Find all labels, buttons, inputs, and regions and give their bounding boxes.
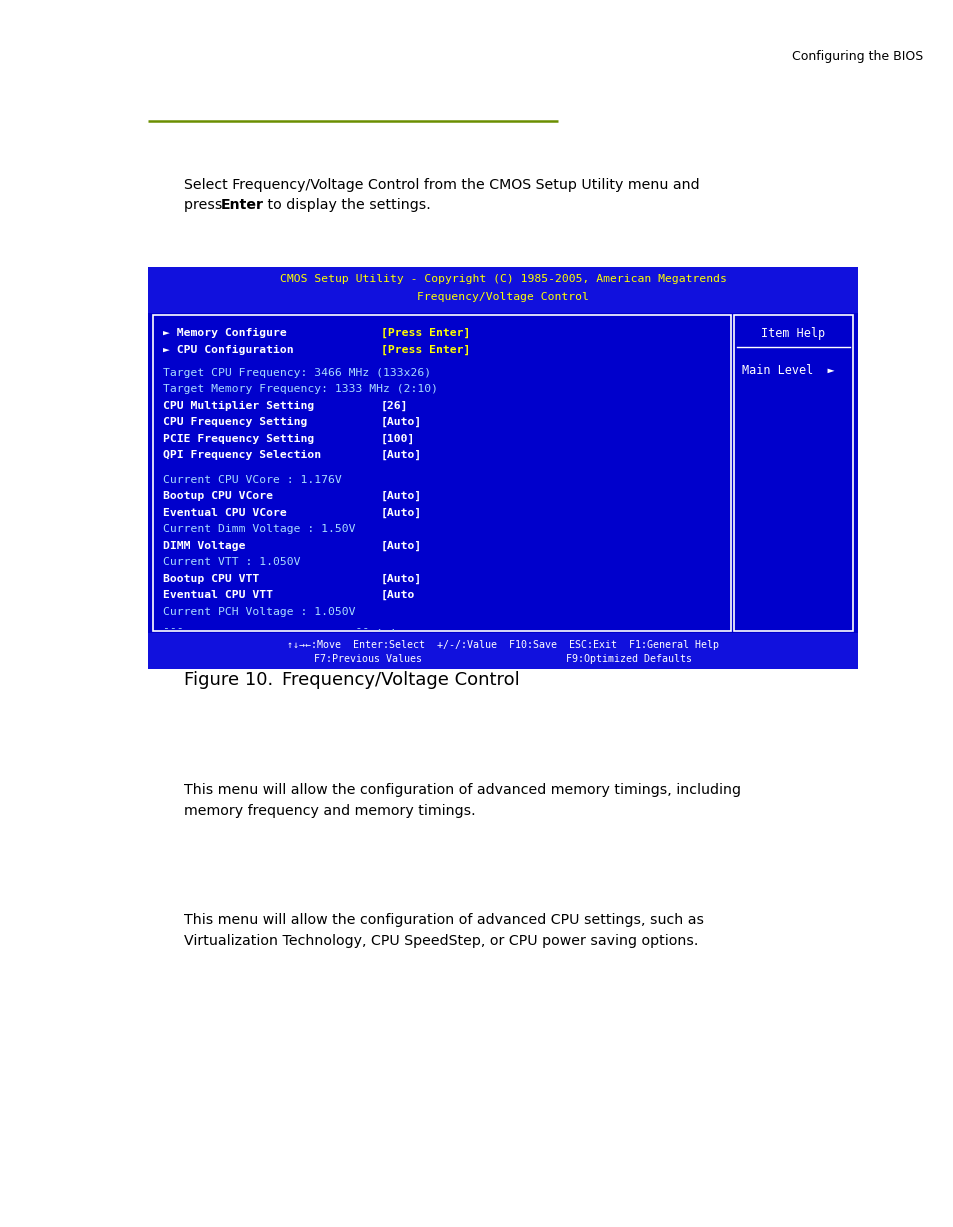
Text: PCIE Frequency Setting: PCIE Frequency Setting <box>163 433 321 444</box>
Text: Select Frequency/Voltage Control from the CMOS Setup Utility menu and: Select Frequency/Voltage Control from th… <box>184 178 699 191</box>
Text: [100]: [100] <box>380 433 415 444</box>
Text: CPU Multiplier Setting: CPU Multiplier Setting <box>163 400 314 411</box>
Text: CMOS Setup Utility - Copyright (C) 1985-2005, American Megatrends: CMOS Setup Utility - Copyright (C) 1985-… <box>279 274 725 283</box>
Text: Current VTT : 1.050V: Current VTT : 1.050V <box>163 557 300 567</box>
Text: [26]: [26] <box>380 400 408 411</box>
Bar <box>733 315 852 631</box>
Text: Target CPU Frequency: 3466 MHz (133x26): Target CPU Frequency: 3466 MHz (133x26) <box>163 368 431 378</box>
Text: [Auto]: [Auto] <box>380 417 422 427</box>
Text: [Auto]: [Auto] <box>380 491 422 502</box>
Text: Bootup CPU VCore: Bootup CPU VCore <box>163 491 314 502</box>
Text: [Auto: [Auto <box>380 590 415 600</box>
Text: Main Level  ►: Main Level ► <box>741 364 834 378</box>
Text: Eventual CPU VTT: Eventual CPU VTT <box>163 590 314 600</box>
Text: CPU Frequency Setting: CPU Frequency Setting <box>163 417 321 427</box>
Text: memory frequency and memory timings.: memory frequency and memory timings. <box>184 804 476 818</box>
Text: press: press <box>184 198 227 212</box>
Text: DIMM Voltage: DIMM Voltage <box>163 541 314 551</box>
Text: This menu will allow the configuration of advanced CPU settings, such as: This menu will allow the configuration o… <box>184 913 703 928</box>
Text: Frequency/Voltage Control: Frequency/Voltage Control <box>282 671 519 690</box>
Text: ► CPU Configuration: ► CPU Configuration <box>163 345 294 355</box>
Text: ---                         -- . .: --- -- . . <box>163 623 396 633</box>
Text: Configuring the BIOS: Configuring the BIOS <box>791 50 923 63</box>
Text: [Auto]: [Auto] <box>380 450 422 460</box>
Text: to display the settings.: to display the settings. <box>263 198 431 212</box>
Text: Enter: Enter <box>221 198 264 212</box>
Text: Figure 10.: Figure 10. <box>184 671 273 690</box>
Text: Bootup CPU VTT: Bootup CPU VTT <box>163 574 314 584</box>
Text: [Press Enter]: [Press Enter] <box>380 345 470 355</box>
Text: This menu will allow the configuration of advanced memory timings, including: This menu will allow the configuration o… <box>184 783 740 798</box>
Text: Current Dimm Voltage : 1.50V: Current Dimm Voltage : 1.50V <box>163 524 355 534</box>
Text: Current CPU VCore : 1.176V: Current CPU VCore : 1.176V <box>163 475 341 485</box>
Text: [Auto]: [Auto] <box>380 508 422 518</box>
Text: ► Memory Configure: ► Memory Configure <box>163 328 287 337</box>
Text: [Auto]: [Auto] <box>380 541 422 551</box>
Text: ↑↓→←:Move  Enter:Select  +/-/:Value  F10:Save  ESC:Exit  F1:General Help: ↑↓→←:Move Enter:Select +/-/:Value F10:Sa… <box>287 640 719 650</box>
Bar <box>148 633 857 669</box>
Text: Current PCH Voltage : 1.050V: Current PCH Voltage : 1.050V <box>163 607 355 617</box>
Text: [Press Enter]: [Press Enter] <box>380 328 470 339</box>
Bar <box>148 267 857 669</box>
Text: Frequency/Voltage Control: Frequency/Voltage Control <box>416 292 588 302</box>
Text: [Auto]: [Auto] <box>380 574 422 584</box>
Text: Eventual CPU VCore: Eventual CPU VCore <box>163 508 314 518</box>
Text: Virtualization Technology, CPU SpeedStep, or CPU power saving options.: Virtualization Technology, CPU SpeedStep… <box>184 934 698 948</box>
Text: Target Memory Frequency: 1333 MHz (2:10): Target Memory Frequency: 1333 MHz (2:10) <box>163 384 437 394</box>
Bar <box>148 267 857 313</box>
Text: QPI Frequency Selection: QPI Frequency Selection <box>163 450 321 460</box>
Text: Item Help: Item Help <box>760 326 824 340</box>
Text: F7:Previous Values                        F9:Optimized Defaults: F7:Previous Values F9:Optimized Defaults <box>314 654 691 664</box>
Bar <box>152 315 730 631</box>
